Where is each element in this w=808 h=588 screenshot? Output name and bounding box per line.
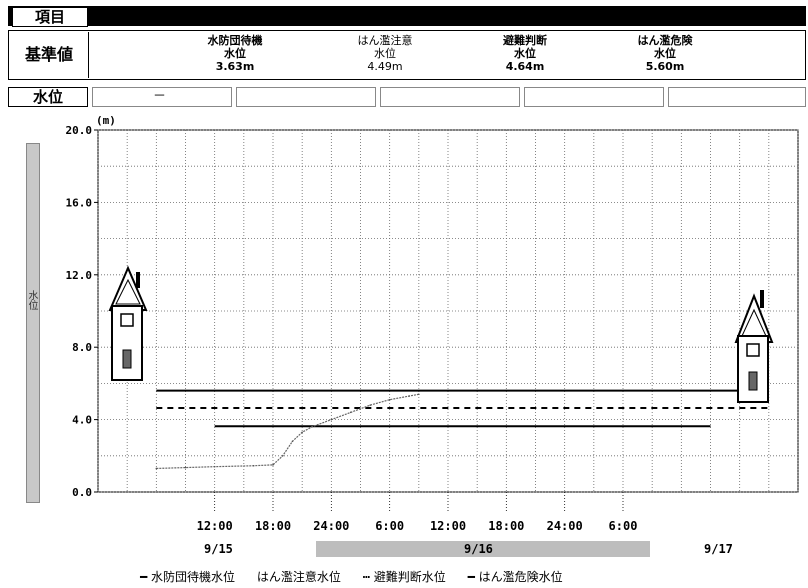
x-tick-label: 12:00 [197,519,233,533]
x-tick-label: 12:00 [430,519,466,533]
observed-point [311,426,313,428]
standard-col-value: 5.60m [645,60,685,73]
standard-col-value: 3.63m [215,60,255,73]
observed-point [408,395,410,397]
x-tick-label: 18:00 [488,519,524,533]
standard-col-value: 4.64m [505,60,545,73]
observed-point [388,398,391,401]
observed-point [349,411,352,414]
standard-label: 基準値 [10,32,89,78]
yaxis-side-bar [26,143,40,503]
legend: ━ 水防団待機水位 はん濫注意水位 ┅ 避難判断水位 ━ はん濫危険水位 [140,568,581,585]
standard-col-unit: 水位 [374,47,396,60]
water-level-cell [236,87,376,107]
standard-values-box [8,30,806,80]
y-tick-label: 20.0 [66,124,93,137]
standard-col-unit: 水位 [224,47,246,60]
legend-item-evacuation: ┅ 避難判断水位 [362,570,446,584]
observed-point [418,393,420,396]
observed-point [291,440,294,443]
observed-point [213,465,216,468]
legend-item-danger: ━ はん濫危険水位 [467,570,563,584]
date-label: 9/17 [704,542,733,556]
x-tick-label: 6:00 [375,519,404,533]
date-label: 9/15 [204,542,233,556]
x-tick-label: 6:00 [609,519,638,533]
y-tick-label: 0.0 [72,486,92,499]
standard-col-name: 水防団待機 [207,34,263,47]
chart-grid [97,129,799,493]
header-bar [8,6,806,26]
threshold-lines [156,389,769,428]
date-label: 9/16 [464,542,493,556]
observed-point [272,464,274,466]
standard-col-name: 避難判断 [503,34,547,47]
observed-point [330,418,333,421]
standard-col-name: はん濫危険 [637,34,693,47]
house-left-icon [108,265,148,381]
header-label: 項目 [12,7,88,27]
house-right-icon [734,290,774,403]
standard-col-evacuation: 避難判断 水位 4.64m [480,34,570,73]
date-highlight-band [316,541,650,557]
water-level-label: 水位 [8,87,88,107]
legend-item-caution: はん濫注意水位 [256,570,341,584]
observed-point [281,455,284,457]
observed-point [184,466,187,469]
yaxis-side-label: 水位 [26,290,37,310]
standard-col-danger: はん濫危険 水位 5.60m [620,34,710,73]
water-level-value: － [92,87,232,107]
legend-item-standby: ━ 水防団待機水位 [140,570,236,584]
y-unit-label: (m) [96,114,116,127]
standard-col-value: 4.49m [367,60,403,73]
standard-col-name: はん濫注意 [357,34,413,47]
observed-point [369,404,372,406]
observed-point [252,464,255,467]
standard-col-standby: 水防団待機 水位 3.63m [190,34,280,73]
y-tick-label: 8.0 [72,341,92,354]
observed-point [155,467,158,470]
y-tick-label: 12.0 [66,269,93,282]
tick-labels: 20.0 16.0 12.0 8.0 4.0 0.0 12:00 18:00 24:00 6:00… [66,124,638,533]
x-tick-label: 24:00 [313,519,349,533]
water-level-cell [668,87,806,107]
standard-col-unit: 水位 [514,47,536,60]
y-tick-label: 16.0 [66,196,93,209]
x-tick-label: 24:00 [547,519,583,533]
standard-col-unit: 水位 [654,47,676,60]
water-level-cell [380,87,520,107]
observed-series [155,393,420,470]
y-tick-label: 4.0 [72,414,92,427]
observed-point [301,431,303,434]
x-tick-label: 18:00 [255,519,291,533]
water-level-cell [524,87,664,107]
standard-col-caution: はん濫注意 水位 4.49m [340,34,430,73]
